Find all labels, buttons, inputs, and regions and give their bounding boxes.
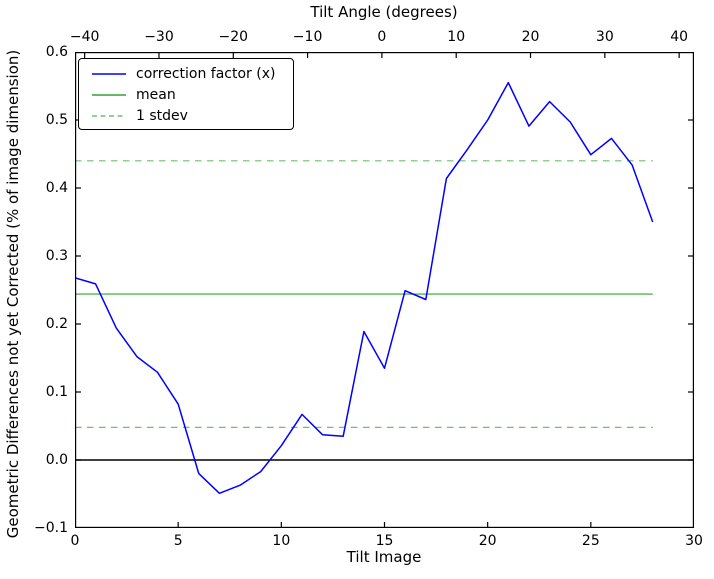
top-tick-label: 0	[377, 29, 387, 45]
x-tick-label: 25	[581, 533, 600, 549]
legend-swatch-mean	[92, 93, 126, 96]
plot-area: correction factor (x) mean 1 stdev	[75, 52, 694, 528]
y-tick-label: 0.5	[45, 112, 68, 128]
x-tick-label: 10	[272, 533, 291, 549]
legend-item-stdev: 1 stdev	[79, 105, 293, 126]
x-axis-title: Tilt Image	[346, 548, 422, 566]
top-tick-label: 10	[447, 29, 466, 45]
legend-swatch-stdev	[92, 114, 126, 117]
y-tick-label: 0.6	[45, 44, 68, 60]
x-tick-label: 30	[685, 533, 703, 549]
top-tick-label: 30	[595, 29, 614, 45]
y-tick-label: 0.2	[45, 316, 68, 332]
chart-canvas	[75, 52, 694, 528]
top-tick-label: 20	[521, 29, 540, 45]
legend-label-mean: mean	[136, 86, 176, 103]
y-tick-label: −0.1	[34, 520, 68, 536]
legend-label-correction-factor: correction factor (x)	[136, 65, 276, 82]
top-tick-label: −40	[69, 29, 100, 45]
x-tick-label: 5	[173, 533, 183, 549]
x-tick-label: 20	[478, 533, 497, 549]
top-axis-title: Tilt Angle (degrees)	[310, 3, 458, 21]
y-tick-label: 0.1	[45, 384, 68, 400]
y-tick-label: 0.0	[45, 452, 68, 468]
legend-swatch-correction-factor	[92, 72, 126, 75]
top-tick-label: −20	[218, 29, 249, 45]
y-tick-label: 0.4	[45, 180, 68, 196]
legend-label-stdev: 1 stdev	[136, 107, 188, 124]
top-tick-label: −10	[292, 29, 323, 45]
top-tick-label: −30	[144, 29, 174, 45]
x-tick-label: 0	[70, 533, 80, 549]
top-tick-label: 40	[670, 29, 689, 45]
legend-item-correction-factor: correction factor (x)	[79, 63, 293, 84]
legend: correction factor (x) mean 1 stdev	[78, 58, 294, 130]
x-tick-label: 15	[375, 533, 394, 549]
legend-item-mean: mean	[79, 84, 293, 105]
series-correction-factor-line	[75, 81, 654, 495]
y-tick-label: 0.3	[45, 248, 68, 264]
